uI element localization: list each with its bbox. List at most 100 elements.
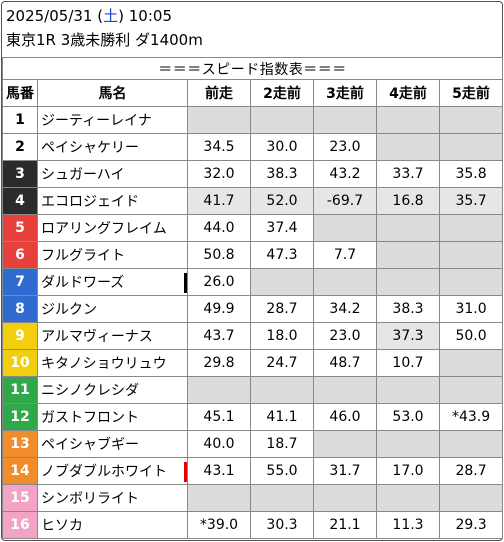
table-row: 12 ガストフロント 45.1 41.1 46.0 53.0 *43.9: [2, 403, 504, 431]
horse-number-badge: 11: [2, 376, 38, 404]
speed-index-cell: [250, 268, 314, 296]
speed-index-cell: 53.0: [376, 403, 440, 431]
horse-number-badge: 4: [2, 187, 38, 215]
speed-index-cell: 43.7: [187, 322, 251, 350]
horse-name: エコロジェイド: [37, 187, 188, 215]
table-row: 8 ジルクン 49.9 28.7 34.2 38.3 31.0: [2, 295, 504, 323]
speed-index-cell: 24.7: [250, 349, 314, 377]
speed-index-cell: 30.3: [250, 511, 314, 539]
speed-index-cell: [376, 133, 440, 161]
speed-index-cell: 10.7: [376, 349, 440, 377]
speed-index-cell: 47.3: [250, 241, 314, 269]
table-row: 2 ペイシャケリー 34.5 30.0 23.0: [2, 133, 504, 161]
speed-index-cell: [438, 349, 504, 377]
speed-index-cell: 31.7: [313, 457, 377, 485]
speed-index-cell: 49.9: [187, 295, 251, 323]
speed-index-cell: 43.2: [313, 160, 377, 188]
speed-index-cell: 35.7: [438, 187, 504, 215]
race-info: 東京1R 3歳未勝利 ダ1400m: [6, 31, 203, 49]
horse-name: ニシノクレシダ: [37, 376, 188, 404]
speed-index-cell: [376, 268, 440, 296]
speed-index-cell: 34.2: [313, 295, 377, 323]
speed-index-cell: -69.7: [313, 187, 377, 215]
speed-index-cell: [187, 484, 251, 512]
speed-index-cell: [438, 376, 504, 404]
horse-number-badge: 3: [2, 160, 38, 188]
speed-index-cell: 21.1: [313, 511, 377, 539]
speed-index-cell: 35.8: [438, 160, 504, 188]
horse-name: ジルクン: [37, 295, 188, 323]
speed-index-cell: [313, 268, 377, 296]
table-row: 15 シンボリライト: [2, 484, 504, 512]
col-header-4-races-ago: 4走前: [376, 79, 440, 107]
speed-index-cell: [313, 214, 377, 242]
speed-index-cell: 17.0: [376, 457, 440, 485]
speed-index-cell: [376, 241, 440, 269]
speed-index-cell: [376, 430, 440, 458]
table-row: 5 ロアリングフレイム 44.0 37.4: [2, 214, 504, 242]
race-datetime: 2025/05/31 (土) 10:05: [6, 7, 172, 26]
speed-index-cell: [376, 376, 440, 404]
horse-number-badge: 2: [2, 133, 38, 161]
speed-index-cell: 41.1: [250, 403, 314, 431]
horse-number-badge: 12: [2, 403, 38, 431]
col-header-2-races-ago: 2走前: [250, 79, 314, 107]
speed-index-cell: [376, 214, 440, 242]
speed-index-cell: 29.8: [187, 349, 251, 377]
table-title-row: ＝＝＝スピード指数表＝＝＝: [1, 57, 504, 80]
speed-index-cell: 38.3: [376, 295, 440, 323]
horse-name: アルマヴィーナス: [37, 322, 188, 350]
horse-number-badge: 14: [2, 457, 38, 485]
speed-index-cell: 46.0: [313, 403, 377, 431]
table-title: ＝＝＝スピード指数表＝＝＝: [1, 57, 504, 80]
speed-index-cell: 41.7: [187, 187, 251, 215]
speed-index-cell: 40.0: [187, 430, 251, 458]
speed-index-cell: 18.0: [250, 322, 314, 350]
race-time: 10:05: [128, 7, 172, 25]
speed-index-cell: 45.1: [187, 403, 251, 431]
table-row: 1 ジーティーレイナ: [2, 106, 504, 134]
horse-name: シュガーハイ: [37, 160, 188, 188]
speed-index-cell: 23.0: [313, 322, 377, 350]
speed-index-cell: 37.3: [376, 322, 440, 350]
speed-index-cell: [376, 484, 440, 512]
horse-name: シンボリライト: [37, 484, 188, 512]
horse-name: ヒソカ: [37, 511, 188, 539]
speed-index-cell: 48.7: [313, 349, 377, 377]
speed-index-cell: [438, 106, 504, 134]
column-header-row: 馬番 馬名 前走 2走前 3走前 4走前 5走前: [2, 79, 504, 107]
horse-name: ダルドワーズ: [37, 268, 188, 296]
speed-index-cell: 50.8: [187, 241, 251, 269]
horse-number-badge: 16: [2, 511, 38, 539]
speed-index-cell: [187, 376, 251, 404]
horse-name: ガストフロント: [37, 403, 188, 431]
speed-index-cell: [187, 106, 251, 134]
table-row: 13 ペイシャブギー 40.0 18.7: [2, 430, 504, 458]
speed-index-cell: *39.0: [187, 511, 251, 539]
table-row: 4 エコロジェイド 41.7 52.0 -69.7 16.8 35.7: [2, 187, 504, 215]
speed-index-cell: 30.0: [250, 133, 314, 161]
speed-index-cell: 7.7: [313, 241, 377, 269]
horse-number-badge: 9: [2, 322, 38, 350]
table-row: 14 ノブダブルホワイト 43.1 55.0 31.7 17.0 28.7: [2, 457, 504, 485]
speed-index-cell: 26.0: [187, 268, 251, 296]
table-row: 16 ヒソカ *39.0 30.3 21.1 11.3 29.3: [2, 511, 504, 539]
horse-name: ジーティーレイナ: [37, 106, 188, 134]
mark-indicator: [184, 273, 187, 293]
speed-index-cell: 11.3: [376, 511, 440, 539]
mark-indicator: [184, 462, 187, 482]
horse-number-badge: 8: [2, 295, 38, 323]
speed-index-cell: [438, 430, 504, 458]
speed-index-cell: 37.4: [250, 214, 314, 242]
horse-name: ノブダブルホワイト: [37, 457, 188, 485]
speed-index-cell: [313, 430, 377, 458]
col-header-number: 馬番: [2, 79, 38, 107]
speed-index-cell: 34.5: [187, 133, 251, 161]
speed-index-cell: [313, 484, 377, 512]
col-header-last-race: 前走: [187, 79, 251, 107]
race-date: 2025/05/31: [6, 7, 93, 25]
speed-index-cell: 31.0: [438, 295, 504, 323]
speed-index-cell: 33.7: [376, 160, 440, 188]
speed-index-cell: 50.0: [438, 322, 504, 350]
horse-name: ペイシャブギー: [37, 430, 188, 458]
